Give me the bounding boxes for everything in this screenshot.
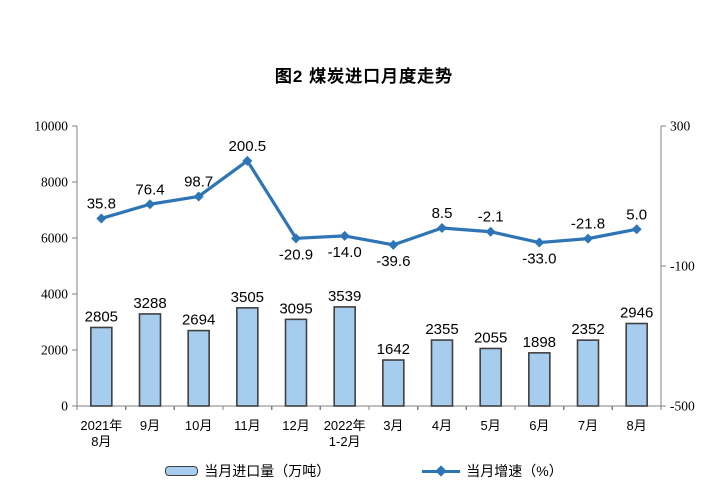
line-marker xyxy=(534,237,545,248)
bar-value-label: 1642 xyxy=(377,341,410,358)
line-value-label: -33.0 xyxy=(522,251,556,268)
line-marker xyxy=(583,233,593,244)
x-axis-category-label: 11月 xyxy=(234,418,261,433)
right-axis-tick-label: 300 xyxy=(670,119,691,134)
bar-value-label: 2355 xyxy=(425,321,458,338)
bar-value-label: 2946 xyxy=(620,305,653,322)
x-axis-category-label: 7月 xyxy=(578,418,598,433)
bar xyxy=(138,313,162,407)
bar xyxy=(528,352,551,407)
bar xyxy=(625,322,648,407)
x-axis-category-label: 6月 xyxy=(529,418,549,433)
line-series-swatch xyxy=(422,465,461,477)
bar xyxy=(479,347,502,407)
line-value-label: -14.0 xyxy=(328,244,362,261)
bar xyxy=(333,306,356,407)
chart-legend: 当月进口量（万吨） 当月增速（%） xyxy=(0,461,728,481)
left-axis-tick-label: 0 xyxy=(61,399,68,414)
left-axis-tick-label: 6000 xyxy=(41,231,68,246)
bar-value-label: 3288 xyxy=(133,295,166,312)
right-axis-tick-label: -100 xyxy=(670,259,695,274)
growth-line xyxy=(99,159,639,247)
line-value-label: -2.1 xyxy=(478,209,504,226)
bar-value-label: 2805 xyxy=(85,308,118,325)
x-axis-category-label: 1-2月 xyxy=(329,434,361,449)
bar-series-swatch xyxy=(165,466,199,476)
bar-value-label: 3505 xyxy=(231,289,264,306)
left-axis-tick-label: 4000 xyxy=(41,287,68,302)
x-axis-category-label: 2022年 xyxy=(324,418,366,433)
line-marker xyxy=(193,191,204,202)
left-axis-tick-label: 8000 xyxy=(41,175,68,190)
x-axis-category-label: 8月 xyxy=(91,434,111,449)
bar xyxy=(382,359,405,407)
legend-item-growth-rate: 当月增速（%） xyxy=(422,461,563,481)
bar xyxy=(576,339,600,407)
line-value-label: -20.9 xyxy=(279,246,313,263)
bar xyxy=(90,326,113,407)
line-marker xyxy=(437,223,447,234)
line-marker xyxy=(339,230,350,241)
right-axis-tick-label: -500 xyxy=(670,399,695,414)
left-axis-tick-label: 10000 xyxy=(34,119,68,134)
bar xyxy=(430,339,454,407)
x-axis-category-label: 8月 xyxy=(627,418,647,433)
line-value-label: 8.5 xyxy=(432,205,453,222)
bar xyxy=(187,329,210,407)
bar-value-label: 3539 xyxy=(328,288,361,305)
line-value-label: 76.4 xyxy=(135,181,164,198)
x-axis-category-label: 3月 xyxy=(383,418,403,433)
line-value-label: 98.7 xyxy=(184,173,213,190)
line-marker xyxy=(145,199,155,210)
bar-value-label: 3095 xyxy=(279,300,312,317)
bar-value-label: 2055 xyxy=(474,329,507,346)
x-axis-category-label: 2021年 xyxy=(80,418,122,433)
line-marker xyxy=(485,226,496,237)
line-marker xyxy=(388,239,399,250)
bar xyxy=(284,318,308,407)
line-marker xyxy=(291,233,301,244)
line-marker xyxy=(242,155,253,166)
line-marker xyxy=(631,224,642,235)
line-value-label: 5.0 xyxy=(626,206,647,223)
bar-value-label: 1898 xyxy=(523,334,556,351)
line-marker xyxy=(96,213,107,224)
legend-item-import-volume: 当月进口量（万吨） xyxy=(165,461,330,481)
legend-label-growth-rate: 当月增速（%） xyxy=(466,463,563,479)
bar-value-label: 2694 xyxy=(182,312,215,329)
bar xyxy=(236,307,259,407)
x-axis-category-label: 10月 xyxy=(185,418,212,433)
line-value-label: -21.8 xyxy=(571,216,605,233)
legend-label-import-volume: 当月进口量（万吨） xyxy=(204,463,331,479)
x-axis-category-label: 12月 xyxy=(282,418,309,433)
x-axis-category-label: 5月 xyxy=(481,418,501,433)
x-axis-category-label: 4月 xyxy=(432,418,452,433)
chart-title: 图2 煤炭进口月度走势 xyxy=(274,67,454,86)
line-swatch-diamond-marker xyxy=(435,465,447,477)
bar-value-label: 2352 xyxy=(571,321,604,338)
left-axis-tick-label: 2000 xyxy=(41,343,68,358)
line-value-label: 200.5 xyxy=(229,138,267,155)
line-value-label: 35.8 xyxy=(87,195,116,212)
x-axis-category-label: 9月 xyxy=(140,418,160,433)
line-value-label: -39.6 xyxy=(376,253,410,270)
